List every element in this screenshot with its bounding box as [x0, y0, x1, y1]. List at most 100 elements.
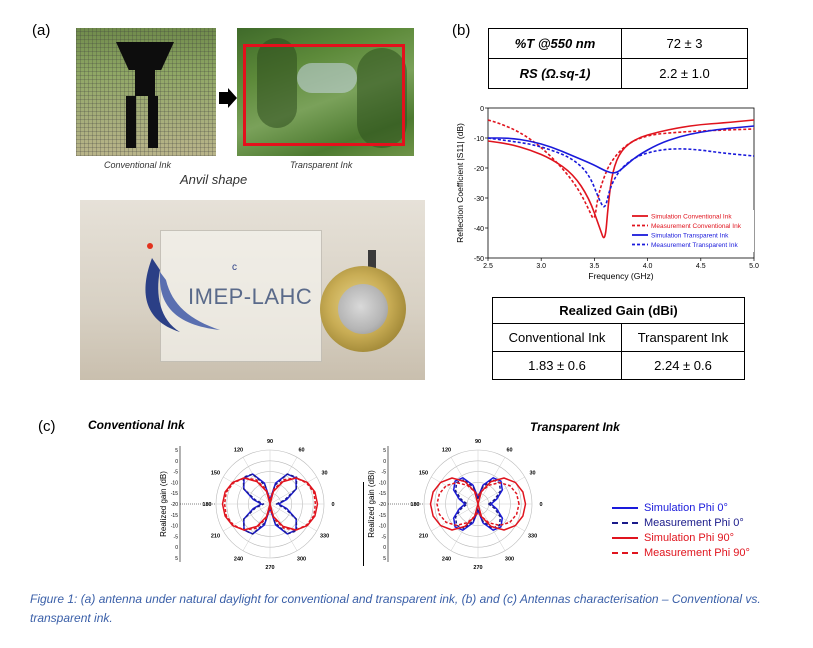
legend-label: Measurement Phi 0°: [644, 516, 744, 529]
legend-swatch: [612, 521, 638, 524]
polar-angle-label: 270: [473, 565, 482, 571]
s11-series-simulation-conventional-ink: [487, 119, 755, 239]
polar-radial-tick: -5: [382, 470, 387, 476]
properties-table: %T @550 nm 72 ± 3 RS (Ω.sq-1) 2.2 ± 1.0: [488, 28, 748, 89]
polar-series-measurement-phi-90: [223, 477, 317, 531]
figure-caption: Figure 1: (a) antenna under natural dayl…: [30, 592, 761, 625]
polar-angle-label: 90: [267, 439, 273, 445]
legend-label: Simulation Phi 90°: [644, 531, 735, 544]
s11-xtick-label: 4.5: [696, 263, 706, 270]
anvil-feed-right: [148, 96, 158, 148]
polar-series-measurement-phi-90: [436, 481, 520, 527]
polar-legend: Simulation Phi 0° Measurement Phi 0° Simul…: [612, 500, 802, 560]
polar-angle-label: 60: [506, 447, 512, 453]
legend-item-simulation-phi-90: Simulation Phi 90°: [612, 530, 802, 545]
polar-ylabel: Realized gain (dB): [160, 471, 168, 537]
polar-angle-label: 180: [202, 502, 211, 508]
polar-angle-label: 240: [442, 557, 451, 563]
polar-radial-tick: -5: [174, 470, 179, 476]
polar-angle-label: 330: [528, 534, 537, 540]
s11-plot-frame: [487, 107, 755, 259]
polar-angle-label: 210: [211, 534, 220, 540]
polar-radial-tick: 0: [383, 459, 386, 465]
polar-angle-label: 120: [234, 447, 243, 453]
gain-col-conventional: Conventional Ink: [492, 323, 622, 352]
polar-angle-label: 120: [442, 447, 451, 453]
gain-val-transparent: 2.24 ± 0.6: [621, 351, 745, 380]
polar-right-title: Transparent Ink: [530, 420, 620, 434]
polar-angle-label: 150: [211, 471, 220, 477]
polar-radial-tick: -10: [379, 480, 386, 486]
s11-ytick-label: 0: [480, 106, 484, 113]
logo-swoosh-icon: [145, 258, 220, 332]
s11-xtick-label: 3.5: [590, 263, 600, 270]
polar-radial-tick: -15: [379, 513, 386, 519]
sheet-resistance-label: RS (Ω.sq-1): [488, 58, 622, 89]
s11-xtick-label: 5.0: [749, 263, 759, 270]
s11-legend-box: [630, 210, 754, 252]
anvil-feed-left: [126, 96, 136, 148]
panel-c-label: (c): [38, 418, 56, 435]
coin-image: [320, 266, 406, 352]
legend-label: Measurement Phi 90°: [644, 546, 750, 559]
s11-legend-label: Simulation Conventional Ink: [651, 214, 732, 221]
arrow-right-icon: [219, 88, 237, 108]
polar-angle-label: 0: [331, 502, 334, 508]
s11-xlabel: Frequency (GHz): [588, 271, 653, 281]
anvil-shape-label: Anvil shape: [180, 172, 248, 187]
s11-ytick-label: -30: [474, 196, 484, 203]
polar-radial-tick: -10: [379, 524, 386, 530]
transmittance-value: 72 ± 3: [621, 28, 748, 59]
polar-chart-transparent: 906030033030027024021018015012050-5-10-1…: [368, 439, 543, 571]
polar-radial-tick: -15: [171, 491, 178, 497]
s11-xtick-label: 3.0: [536, 263, 546, 270]
polar-radial-tick: -15: [171, 513, 178, 519]
conventional-ink-photo: [76, 28, 216, 156]
transparent-ink-photo: [237, 28, 414, 156]
polar-radial-tick: -5: [382, 534, 387, 540]
polar-left-title: Conventional Ink: [88, 418, 185, 432]
gain-table-title: Realized Gain (dBi): [492, 297, 745, 324]
logo-mark: c: [232, 262, 237, 273]
polar-series-simulation-phi-90: [429, 477, 527, 531]
conventional-ink-caption: Conventional Ink: [104, 160, 172, 170]
polar-ylabel: Realized gain (dBi): [368, 470, 376, 538]
polar-angle-label: 30: [321, 471, 327, 477]
polar-radial-tick: -10: [171, 524, 178, 530]
transparent-antenna-outline: [243, 44, 405, 146]
logo-text: IMEP-LAHC: [188, 284, 313, 309]
polar-spoke: [223, 476, 271, 505]
s11-chart: 0 -10 -20 -30 -40 -502.5 3.0 3.5 4.0 4.5 5.0 Freque…: [455, 106, 759, 281]
s11-series-measurement-transparent-ink: [487, 137, 755, 208]
sheet-resistance-value: 2.2 ± 1.0: [621, 58, 748, 89]
polar-spoke: [269, 457, 298, 505]
gain-col-transparent: Transparent Ink: [621, 323, 745, 352]
transmittance-label: %T @550 nm: [488, 28, 622, 59]
s11-legend-label: Simulation Transparent Ink: [651, 233, 729, 240]
legend-item-simulation-phi-0: Simulation Phi 0°: [612, 500, 802, 515]
s11-series-measurement-conventional-ink: [487, 119, 755, 219]
polar-angle-label: 300: [505, 557, 514, 563]
legend-item-measurement-phi-0: Measurement Phi 0°: [612, 515, 802, 530]
legend-label: Simulation Phi 0°: [644, 501, 728, 514]
s11-legend-label: Measurement Transparent Ink: [651, 242, 738, 249]
legend-swatch: [612, 536, 638, 539]
polar-angle-label: 240: [234, 557, 243, 563]
polar-radial-tick: -20: [379, 502, 386, 508]
legend-item-measurement-phi-90: Measurement Phi 90°: [612, 545, 802, 560]
panel-divider: [363, 482, 364, 566]
polar-spoke: [450, 503, 479, 551]
polar-radial-tick: 0: [383, 545, 386, 551]
polar-radial-tick: -15: [379, 491, 386, 497]
polar-spoke: [269, 503, 317, 532]
s11-ylabel: Reflection Coefficient |S11| (dB): [455, 123, 465, 243]
polar-angle-label: 30: [529, 471, 535, 477]
gain-val-conventional: 1.83 ± 0.6: [492, 351, 622, 380]
polar-angle-label: 330: [320, 534, 329, 540]
polar-radial-tick: 5: [175, 556, 178, 562]
polar-chart-conventional: 906030033030027024021018015012050-5-10-1…: [160, 439, 335, 571]
polar-angle-label: 60: [298, 447, 304, 453]
s11-xtick-label: 4.0: [643, 263, 653, 270]
polar-angle-label: 90: [475, 439, 481, 445]
s11-ytick-label: -20: [474, 166, 484, 173]
